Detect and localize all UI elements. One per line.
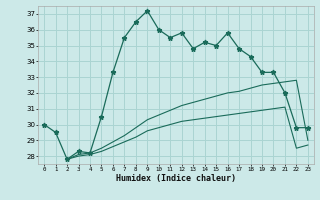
X-axis label: Humidex (Indice chaleur): Humidex (Indice chaleur) [116,174,236,183]
